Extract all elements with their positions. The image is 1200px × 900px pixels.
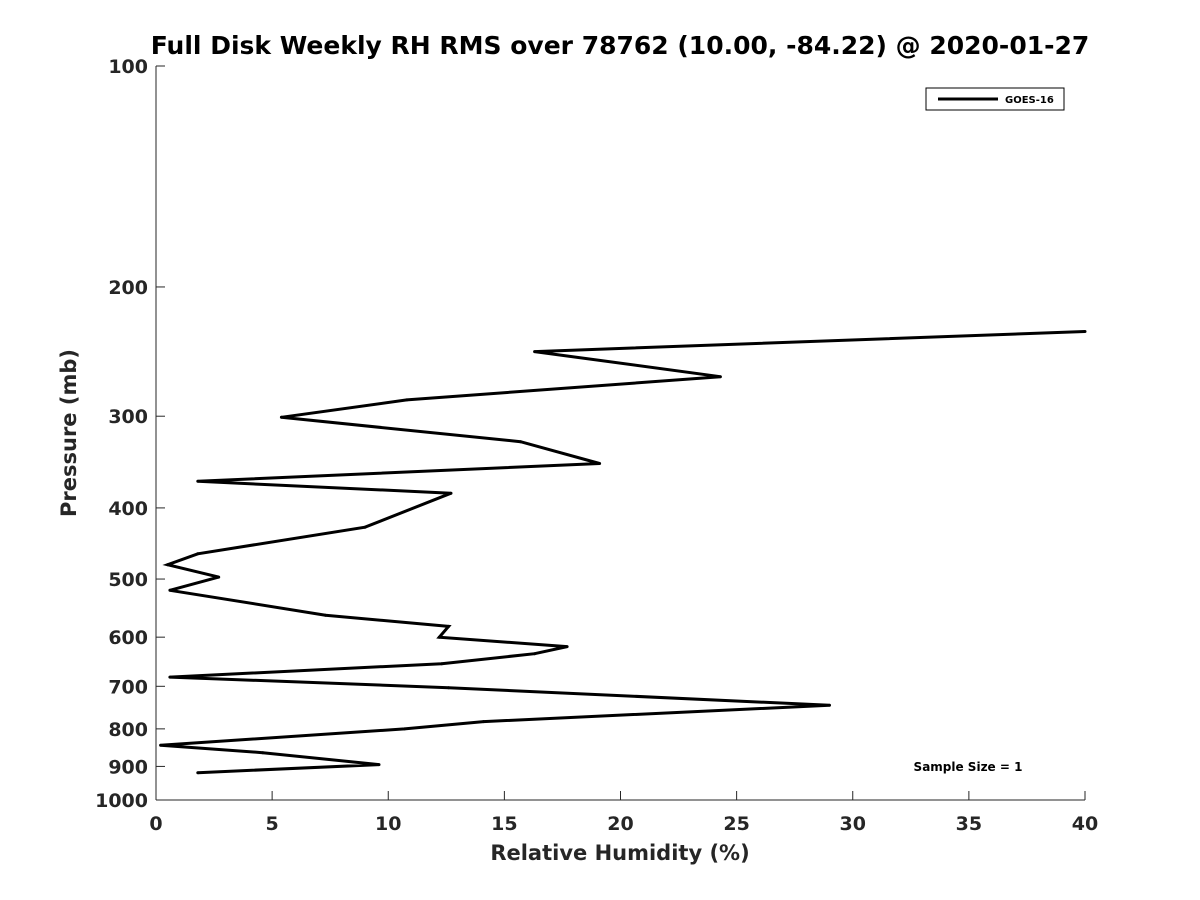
x-tick-label: 30	[840, 813, 866, 835]
y-axis-label: Pressure (mb)	[57, 349, 81, 517]
data-point	[403, 727, 406, 731]
x-axis-ticks: 0 5 10 15 20 25 30 35 40	[149, 791, 1098, 835]
data-point	[437, 635, 441, 639]
data-point	[519, 440, 523, 444]
data-point	[565, 645, 569, 649]
y-tick-label: 1000	[95, 790, 148, 812]
x-tick-label: 20	[607, 813, 633, 835]
series-layer	[159, 330, 1087, 775]
x-tick-label: 40	[1072, 813, 1098, 835]
y-tick-label: 800	[108, 719, 148, 741]
data-point	[168, 588, 172, 592]
data-point	[718, 375, 722, 379]
data-point	[440, 662, 444, 666]
data-point	[482, 720, 485, 724]
data-point	[166, 563, 170, 567]
data-point	[447, 624, 451, 628]
data-point	[261, 751, 265, 755]
x-tick-label: 35	[956, 813, 982, 835]
data-point	[324, 613, 327, 617]
x-tick-label: 10	[375, 813, 401, 835]
data-point	[168, 675, 172, 679]
data-point	[828, 703, 831, 707]
data-point	[363, 525, 367, 529]
y-axis-ticks: 100 200 300 400 500 600 700 800 900 1000	[95, 56, 165, 812]
data-point	[159, 743, 163, 747]
y-tick-label: 500	[108, 569, 148, 591]
series-line-goes-16	[160, 330, 1086, 775]
y-tick-label: 600	[108, 627, 148, 649]
y-tick-label: 300	[108, 406, 148, 428]
data-point	[377, 763, 381, 767]
x-tick-label: 5	[266, 813, 279, 835]
data-point	[533, 350, 537, 354]
data-point	[598, 462, 602, 465]
data-point	[217, 575, 221, 579]
chart-title: Full Disk Weekly RH RMS over 78762 (10.0…	[151, 31, 1090, 60]
legend: GOES-16	[925, 87, 1065, 111]
x-tick-label: 15	[491, 813, 517, 835]
data-point	[196, 552, 200, 556]
data-point	[405, 398, 409, 402]
data-point	[196, 479, 200, 483]
y-tick-label: 900	[108, 756, 148, 778]
plot-axes	[155, 66, 1085, 801]
legend-label-goes-16: GOES-16	[1005, 95, 1054, 106]
y-tick-label: 400	[108, 498, 148, 520]
data-point	[1083, 330, 1087, 333]
data-point	[279, 415, 283, 419]
data-point	[196, 771, 200, 775]
data-point	[447, 686, 451, 690]
sample-size-annotation: Sample Size = 1	[914, 760, 1023, 774]
x-axis-label: Relative Humidity (%)	[490, 841, 749, 865]
y-tick-label: 100	[108, 56, 148, 78]
y-tick-label: 700	[108, 676, 148, 698]
x-tick-label: 0	[149, 813, 162, 835]
data-point	[533, 652, 537, 656]
y-tick-label: 200	[108, 277, 148, 299]
x-tick-label: 25	[723, 813, 749, 835]
data-point	[449, 491, 453, 495]
